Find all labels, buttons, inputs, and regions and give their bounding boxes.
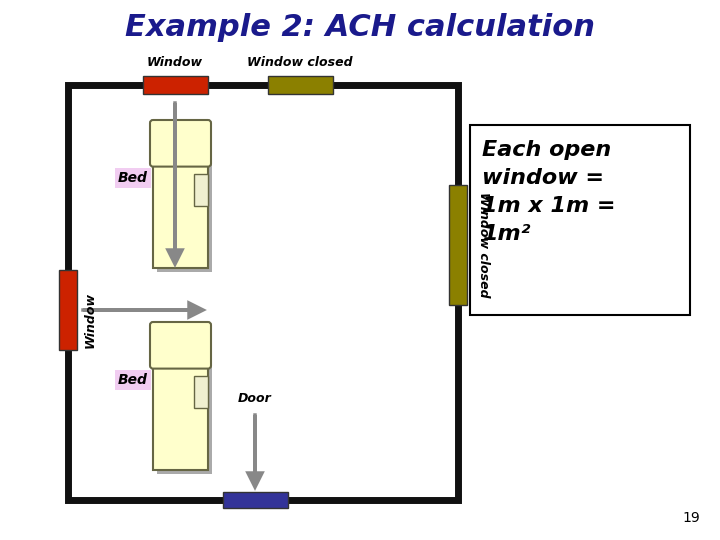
FancyArrow shape — [83, 303, 203, 317]
Bar — [153, 325, 208, 470]
Bar — [153, 123, 208, 268]
Bar — [470, 125, 690, 315]
FancyBboxPatch shape — [150, 120, 211, 167]
Text: Window closed: Window closed — [477, 192, 490, 298]
Bar — [223, 492, 288, 508]
Bar — [59, 270, 77, 350]
Bar — [268, 76, 333, 94]
FancyArrow shape — [248, 415, 262, 487]
Text: Bed: Bed — [118, 171, 148, 185]
Bar — [157, 329, 212, 474]
Text: Each open
window =
1m x 1m =
1m²: Each open window = 1m x 1m = 1m² — [482, 140, 616, 244]
Text: Example 2: ACH calculation: Example 2: ACH calculation — [125, 14, 595, 43]
Text: Door: Door — [238, 392, 272, 405]
Bar — [449, 185, 467, 305]
Text: Bed: Bed — [118, 373, 148, 387]
Bar — [194, 376, 208, 408]
Text: Window: Window — [84, 292, 96, 348]
Bar — [143, 76, 208, 94]
Bar — [68, 85, 458, 500]
FancyBboxPatch shape — [150, 322, 211, 369]
FancyArrow shape — [168, 103, 182, 264]
Bar — [194, 174, 208, 206]
Text: 19: 19 — [683, 511, 700, 525]
Text: Window closed: Window closed — [247, 56, 353, 69]
Text: Window: Window — [147, 56, 203, 69]
Bar — [157, 127, 212, 272]
